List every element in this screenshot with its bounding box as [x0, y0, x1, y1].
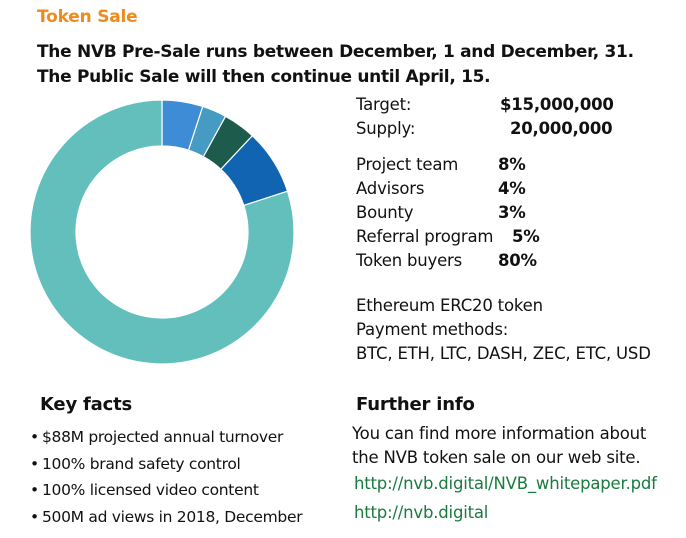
- further-info-line-2: the NVB token sale on our web site.: [352, 448, 641, 467]
- key-fact-text: 100% licensed video content: [42, 481, 259, 499]
- key-facts-list: • $88M projected annual turnover • 100% br…: [30, 424, 303, 531]
- allocation-row-advisors: Advisors 4%: [356, 177, 676, 201]
- target-row: Target: $15,000,000: [356, 93, 676, 117]
- supply-label: Supply:: [356, 119, 416, 138]
- intro-line-1: The NVB Pre-Sale runs between December, …: [37, 42, 634, 62]
- key-fact-item: • 500M ad views in 2018, December: [30, 504, 303, 531]
- further-info-title: Further info: [356, 394, 475, 415]
- target-value: $15,000,000: [500, 95, 614, 114]
- donut-slice-token-buyers: [29, 99, 295, 365]
- key-fact-text: 100% brand safety control: [42, 454, 241, 473]
- key-fact-text: $88M projected annual turnover: [42, 428, 284, 446]
- key-fact-item: • 100% brand safety control: [30, 451, 302, 478]
- sale-summary: Target: $15,000,000 Supply: 20,000,000 P…: [356, 93, 676, 273]
- payment-methods-label: Payment methods:: [356, 320, 509, 339]
- allocation-value: 4%: [498, 179, 526, 198]
- allocation-label: Advisors: [356, 179, 425, 198]
- allocation-value: 3%: [498, 203, 526, 222]
- supply-value: 20,000,000: [510, 119, 613, 138]
- allocation-row-token-buyers: Token buyers 80%: [356, 249, 676, 273]
- donut-chart-svg: [29, 99, 295, 365]
- key-facts-title: Key facts: [40, 394, 133, 415]
- token-standard: Ethereum ERC20 token: [356, 296, 543, 315]
- further-info-text: You can find more information about the …: [352, 422, 682, 470]
- allocation-value: 5%: [512, 227, 540, 246]
- allocation-row-project-team: Project team 8%: [356, 153, 676, 177]
- payment-methods-list: BTC, ETH, LTC, DASH, ZEC, ETC, USD: [356, 344, 651, 363]
- whitepaper-link[interactable]: http://nvb.digital/NVB_whitepaper.pdf: [354, 474, 657, 493]
- intro-line-2: The Public Sale will then continue until…: [37, 67, 491, 87]
- allocation-row-referral-program: Referral program 5%: [356, 225, 676, 249]
- bullet-icon: •: [30, 507, 39, 526]
- key-fact-item: • $88M projected annual turnover: [30, 424, 302, 451]
- allocation-row-bounty: Bounty 3%: [356, 201, 676, 225]
- allocation-label: Bounty: [356, 203, 414, 222]
- token-info: Ethereum ERC20 token Payment methods: BT…: [356, 294, 676, 366]
- allocation-label: Project team: [356, 155, 459, 174]
- allocation-value: 80%: [498, 251, 537, 270]
- target-label: Target:: [356, 95, 412, 114]
- allocation-label: Token buyers: [356, 251, 463, 270]
- website-link[interactable]: http://nvb.digital: [354, 503, 489, 522]
- bullet-icon: •: [30, 454, 39, 473]
- bullet-icon: •: [30, 428, 39, 446]
- intro-text: The NVB Pre-Sale runs between December, …: [37, 40, 677, 90]
- key-fact-item: • 100% licensed video content: [30, 477, 302, 504]
- token-distribution-donut-chart: [22, 92, 302, 372]
- bullet-icon: •: [30, 481, 39, 499]
- key-fact-text: 500M ad views in 2018, December: [42, 507, 303, 526]
- further-info-line-1: You can find more information about: [352, 424, 647, 443]
- allocation-label: Referral program: [356, 227, 494, 246]
- supply-row: Supply: 20,000,000: [356, 117, 676, 141]
- section-title: Token Sale: [37, 7, 138, 27]
- allocation-value: 8%: [498, 155, 526, 174]
